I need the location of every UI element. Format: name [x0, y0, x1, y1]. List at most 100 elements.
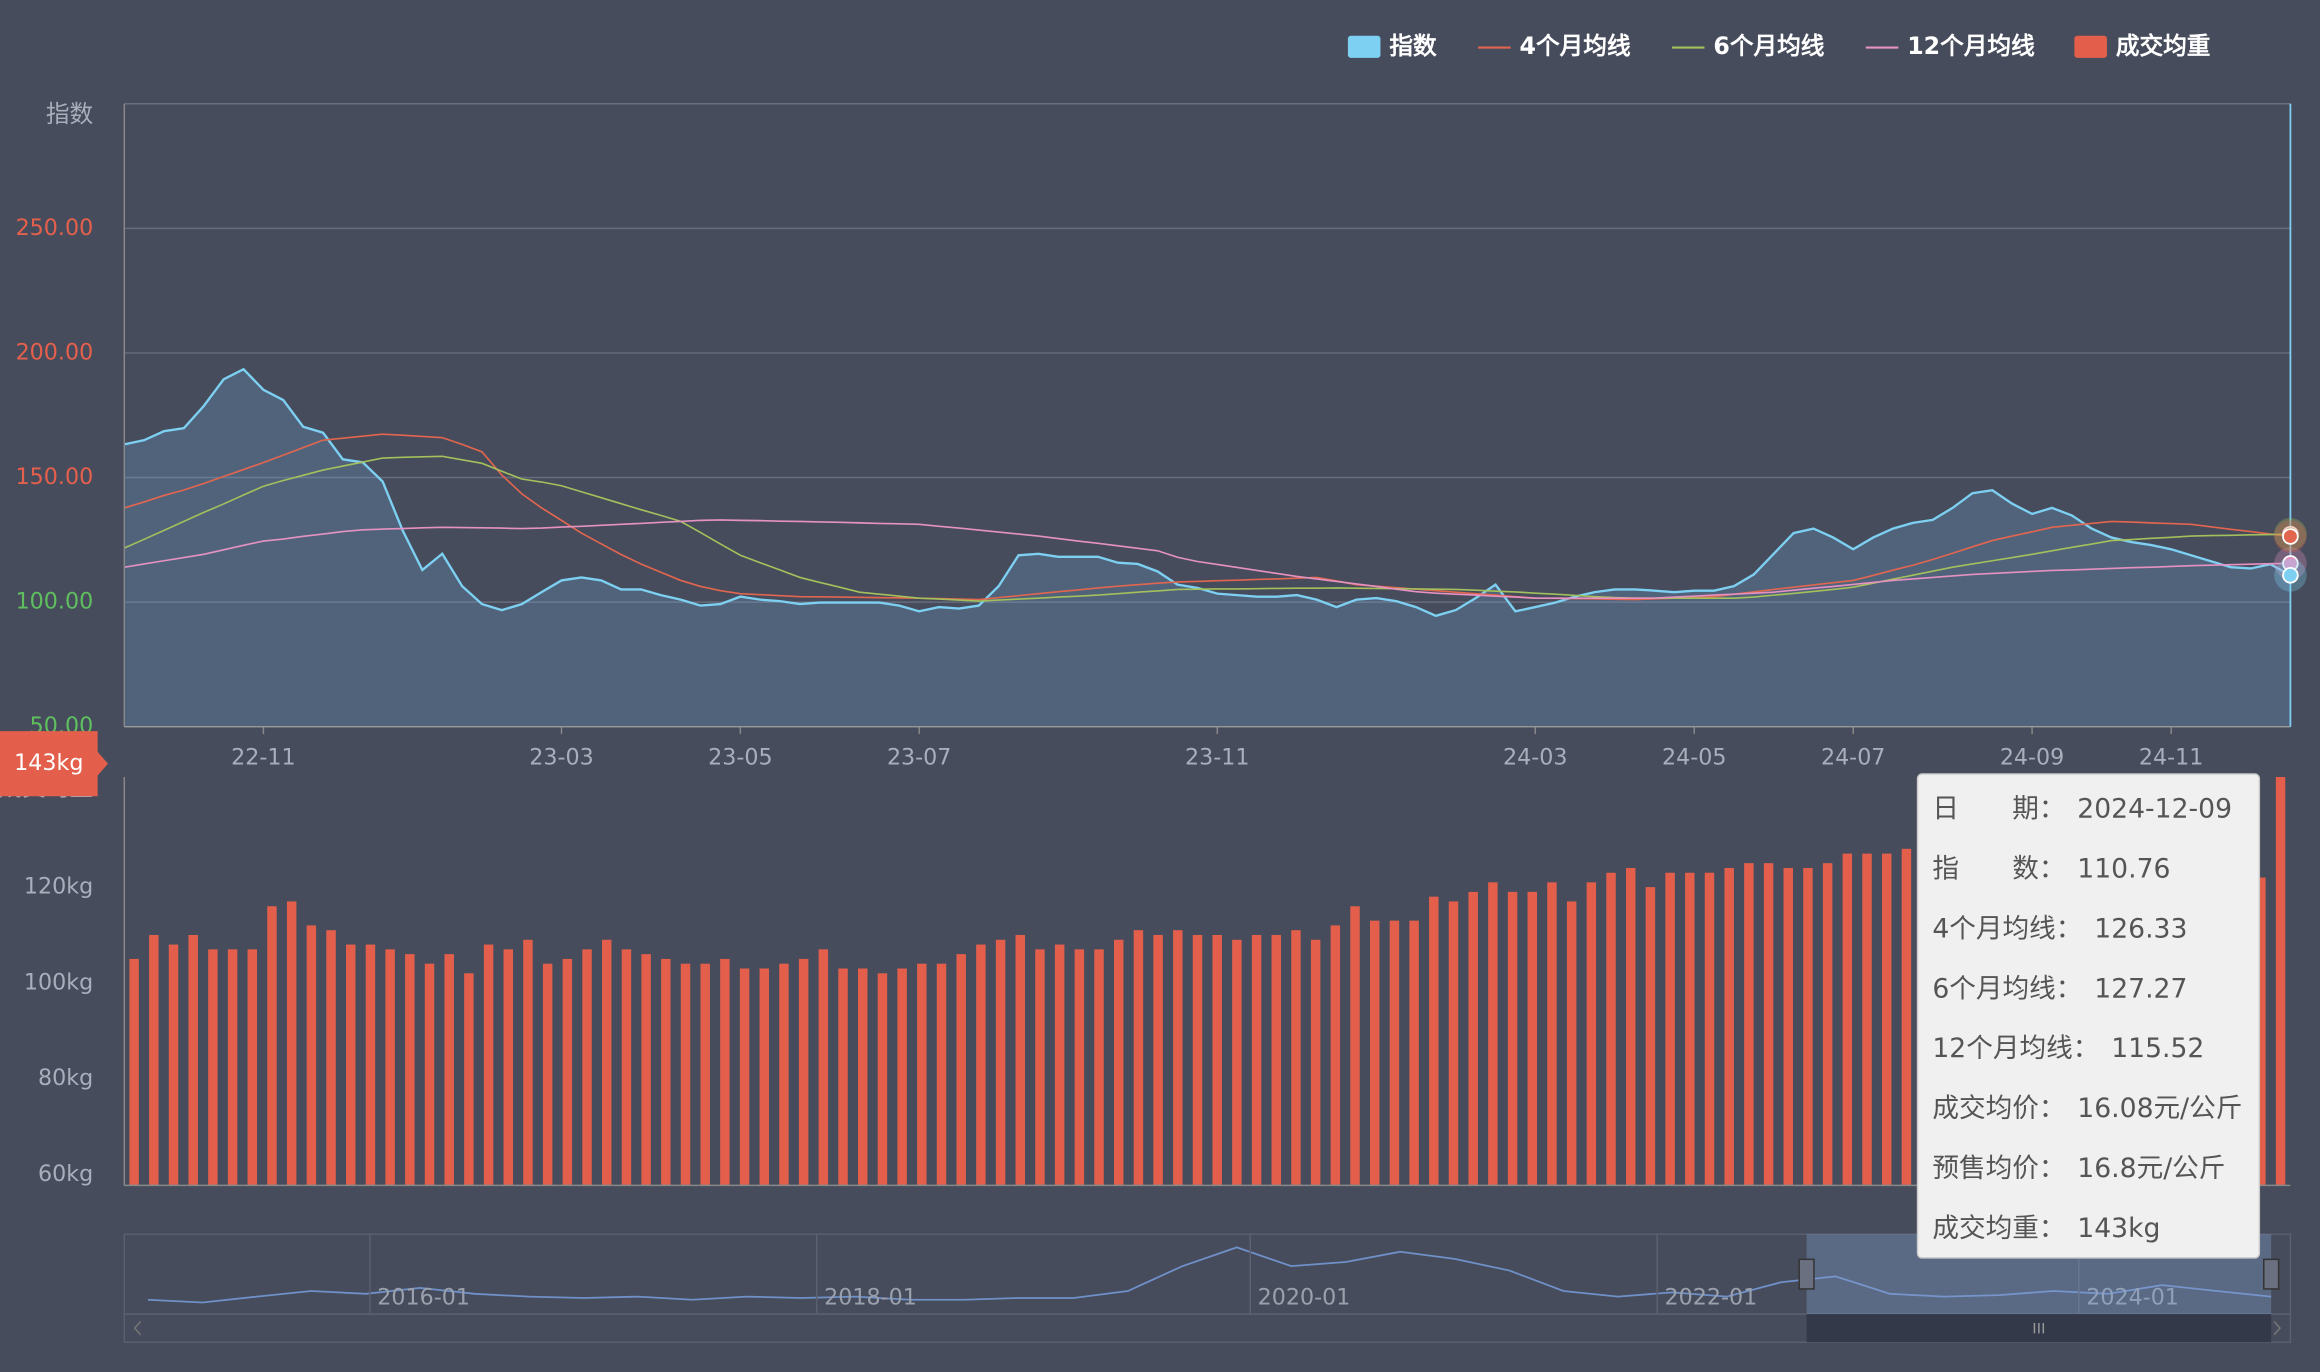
- bar: [2256, 877, 2266, 1186]
- bar: [1665, 872, 1675, 1186]
- bar: [1429, 896, 1439, 1186]
- zoom-label: 2024-01: [2086, 1284, 2179, 1310]
- zoom-handle[interactable]: [2263, 1258, 2280, 1290]
- y-tick-label: 60kg: [38, 1161, 93, 1187]
- bar: [818, 949, 829, 1186]
- legend-label[interactable]: 4个月均线: [1520, 32, 1631, 60]
- y-tick-label: 100kg: [24, 969, 93, 995]
- bar: [838, 968, 848, 1186]
- bar: [2275, 776, 2286, 1186]
- bar: [168, 944, 179, 1186]
- bar: [1586, 882, 1597, 1186]
- bar: [1448, 901, 1459, 1186]
- pointer-label: 143kg: [14, 750, 83, 776]
- legend-label[interactable]: 6个月均线: [1713, 32, 1824, 60]
- tooltip-row: 预售均价： 16.8元/公斤: [1932, 1153, 2225, 1184]
- bar: [1881, 853, 1892, 1186]
- x-tick-label: 24-05: [1662, 744, 1726, 770]
- x-tick-label: 24-11: [2139, 744, 2203, 770]
- zoom-line: [147, 1246, 2272, 1304]
- tooltip-label: 预售均价：: [1932, 1153, 2065, 1184]
- tooltip-label: 指 数：: [1932, 853, 2065, 884]
- zoom-label: 2020-01: [1258, 1284, 1351, 1310]
- zoom-grip: [2033, 1322, 2045, 1334]
- tooltip-label: 成交均价：: [1932, 1093, 2065, 1124]
- tooltip-value: 2024-12-09: [2077, 793, 2232, 824]
- bar: [1251, 934, 1262, 1186]
- zoom-label: 2018-01: [824, 1284, 917, 1310]
- bar: [247, 949, 258, 1186]
- bar: [1015, 934, 1026, 1186]
- tooltip-row: 成交均价： 16.08元/公斤: [1932, 1093, 2242, 1124]
- tooltip-value: 127.27: [2094, 973, 2187, 1004]
- bar: [306, 925, 317, 1186]
- tooltip-label: 4个月均线：: [1932, 913, 2082, 944]
- bar: [523, 939, 533, 1186]
- bar: [1625, 867, 1636, 1186]
- bar: [1822, 863, 1833, 1186]
- bar: [1232, 939, 1242, 1186]
- bar: [1310, 939, 1321, 1186]
- tooltip-value: 16.8元/公斤: [2077, 1153, 2225, 1184]
- x-tick-label: 22-11: [231, 744, 295, 770]
- y-tick-label: 150.00: [16, 464, 94, 490]
- bar: [227, 949, 238, 1186]
- point: [2282, 528, 2299, 545]
- x-tick-label: 24-07: [1821, 744, 1885, 770]
- bar: [1409, 920, 1419, 1186]
- line: [124, 433, 2291, 601]
- line: [124, 519, 2291, 599]
- bar: [1389, 920, 1400, 1186]
- bar: [1350, 906, 1360, 1186]
- tooltip-row: 成交均重： 143kg: [1932, 1213, 2160, 1244]
- pointer-label-box: [0, 731, 109, 797]
- bar: [1901, 848, 1912, 1186]
- x-tick-label: 23-11: [1185, 744, 1249, 770]
- x-tick-label: 23-03: [529, 744, 593, 770]
- bar: [602, 939, 612, 1186]
- bar: [877, 973, 888, 1186]
- legend-label[interactable]: 指数: [1389, 32, 1437, 60]
- y-axis-name: 指数: [46, 100, 93, 128]
- bar: [779, 963, 789, 1186]
- zoom-handle[interactable]: [1798, 1258, 1815, 1290]
- bar: [1803, 867, 1813, 1186]
- bar: [621, 949, 632, 1186]
- bar: [1173, 930, 1183, 1186]
- bar: [1606, 872, 1616, 1186]
- bar: [1054, 944, 1065, 1186]
- point: [2282, 567, 2299, 584]
- tooltip-row: 4个月均线： 126.33: [1932, 913, 2187, 944]
- legend-swatch: [2074, 35, 2107, 58]
- bar: [1704, 872, 1715, 1186]
- tooltip-row: 6个月均线： 127.27: [1932, 973, 2187, 1004]
- bar: [1547, 882, 1557, 1186]
- zoom-arrows[interactable]: [133, 1320, 2282, 1336]
- bar: [1094, 949, 1104, 1186]
- bar: [1724, 867, 1734, 1186]
- bar: [1763, 863, 1774, 1186]
- y-tick-label: 200.00: [16, 339, 94, 365]
- bar: [739, 968, 750, 1186]
- y-tick-label: 250.00: [16, 215, 94, 241]
- tooltip-value: 115.52: [2111, 1033, 2204, 1064]
- zoom-scroll[interactable]: [123, 1313, 2292, 1343]
- bar: [326, 930, 336, 1186]
- bar: [444, 954, 454, 1186]
- tooltip-label: 6个月均线：: [1932, 973, 2082, 1004]
- bar: [365, 944, 376, 1186]
- line: [124, 367, 2291, 618]
- bar: [286, 901, 297, 1186]
- legend-label[interactable]: 12个月均线: [1907, 32, 2035, 60]
- x-tick-label: 23-05: [708, 744, 772, 770]
- bar: [1330, 925, 1341, 1186]
- bar: [759, 968, 770, 1186]
- legend-label[interactable]: 成交均重: [2116, 32, 2211, 60]
- tooltip-value: 16.08元/公斤: [2077, 1093, 2242, 1124]
- bar: [1153, 934, 1163, 1186]
- y-tick-label: 100.00: [16, 589, 94, 615]
- y-tick-label: 120kg: [24, 874, 93, 900]
- bar: [1212, 934, 1222, 1186]
- bar: [858, 968, 868, 1186]
- bar: [208, 949, 218, 1186]
